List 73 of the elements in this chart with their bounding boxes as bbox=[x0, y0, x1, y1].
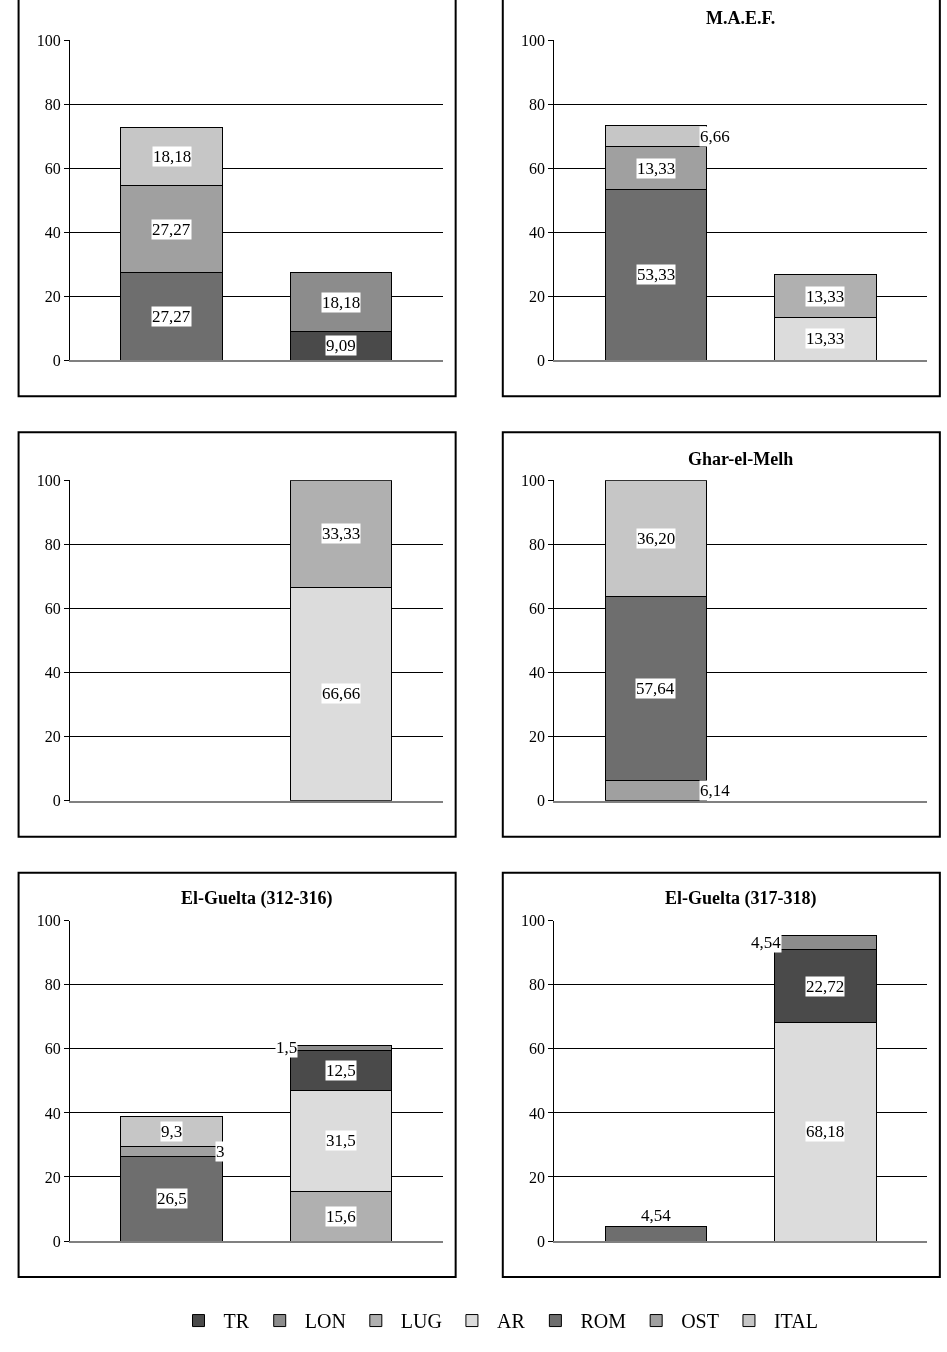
y-tick-label: 100 bbox=[36, 31, 61, 49]
data-label: 18,18 bbox=[322, 293, 361, 312]
y-tick-label: 0 bbox=[537, 792, 546, 810]
y-tick-label: 100 bbox=[521, 471, 546, 489]
y-tick-label: 40 bbox=[44, 223, 61, 241]
data-label: 68,18 bbox=[806, 1122, 845, 1141]
y-tick-label: 40 bbox=[529, 664, 546, 682]
data-label: 13,33 bbox=[637, 159, 676, 178]
y-tick-label: 40 bbox=[529, 1104, 546, 1122]
chart-title: El-Guelta (317-318) bbox=[665, 888, 817, 909]
y-tick-label: 20 bbox=[44, 287, 61, 305]
y-tick-label: 80 bbox=[529, 976, 546, 994]
data-label: 6,14 bbox=[700, 781, 731, 800]
y-tick-label: 100 bbox=[521, 912, 546, 930]
y-tick-label: 20 bbox=[44, 1168, 61, 1186]
data-label: 27,27 bbox=[152, 307, 191, 326]
data-label: 1,5 bbox=[276, 1038, 298, 1057]
y-tick-label: 80 bbox=[44, 536, 61, 554]
y-tick-label: 0 bbox=[537, 1232, 546, 1250]
y-tick-label: 80 bbox=[529, 95, 546, 113]
y-tick-label: 0 bbox=[52, 1232, 61, 1250]
data-label: 13,33 bbox=[806, 287, 845, 306]
y-tick-label: 60 bbox=[44, 600, 61, 618]
y-tick-label: 60 bbox=[44, 159, 61, 177]
legend-label: LUG bbox=[400, 1310, 442, 1333]
data-label: 26,5 bbox=[157, 1189, 187, 1208]
data-label: 4,54 bbox=[641, 1206, 672, 1225]
data-label: 3 bbox=[216, 1142, 225, 1161]
y-tick-label: 80 bbox=[529, 536, 546, 554]
data-label: 6,66 bbox=[700, 127, 730, 146]
y-tick-label: 60 bbox=[529, 600, 546, 618]
y-tick-label: 80 bbox=[44, 976, 61, 994]
y-tick-label: 40 bbox=[44, 664, 61, 682]
data-label: 27,27 bbox=[152, 220, 191, 239]
y-tick-label: 60 bbox=[529, 1040, 546, 1058]
legend-label: LON bbox=[304, 1310, 346, 1333]
y-tick-label: 100 bbox=[36, 471, 61, 489]
data-label: 13,33 bbox=[806, 329, 845, 348]
y-tick-label: 40 bbox=[44, 1104, 61, 1122]
data-label: 9,3 bbox=[161, 1122, 183, 1141]
y-tick-label: 80 bbox=[44, 95, 61, 113]
data-label: 18,18 bbox=[153, 147, 192, 166]
legend-label: ROM bbox=[580, 1310, 627, 1333]
data-label: 31,5 bbox=[326, 1131, 356, 1150]
chart-title: El-Guelta (312-316) bbox=[181, 888, 333, 909]
chart-title: M.A.E.F. bbox=[706, 8, 776, 28]
y-tick-label: 0 bbox=[52, 792, 61, 810]
y-tick-label: 100 bbox=[36, 912, 61, 930]
y-tick-label: 60 bbox=[529, 159, 546, 177]
chart-title: Ghar-el-Melh bbox=[688, 449, 794, 469]
y-tick-label: 100 bbox=[521, 31, 546, 49]
y-tick-label: 20 bbox=[529, 1168, 546, 1186]
data-label: 15,6 bbox=[326, 1207, 356, 1226]
legend-label: ITAL bbox=[773, 1310, 818, 1333]
data-label: 53,33 bbox=[637, 265, 676, 284]
data-label: 36,20 bbox=[637, 529, 676, 548]
y-tick-label: 20 bbox=[529, 287, 546, 305]
y-tick-label: 40 bbox=[529, 223, 546, 241]
legend-label: TR bbox=[223, 1310, 250, 1333]
y-tick-label: 20 bbox=[529, 728, 546, 746]
y-tick-label: 20 bbox=[44, 728, 61, 746]
y-tick-label: 0 bbox=[537, 351, 546, 369]
data-label: 33,33 bbox=[322, 524, 361, 543]
data-label: 9,09 bbox=[326, 336, 356, 355]
data-label: 66,66 bbox=[322, 684, 361, 703]
data-label: 12,5 bbox=[326, 1061, 356, 1080]
legend-label: OST bbox=[681, 1310, 719, 1333]
data-label: 57,64 bbox=[636, 679, 675, 698]
y-tick-label: 60 bbox=[44, 1040, 61, 1058]
data-label: 22,72 bbox=[806, 977, 845, 996]
y-tick-label: 0 bbox=[52, 351, 61, 369]
legend-label: AR bbox=[496, 1310, 526, 1333]
data-label: 4,54 bbox=[751, 933, 782, 952]
